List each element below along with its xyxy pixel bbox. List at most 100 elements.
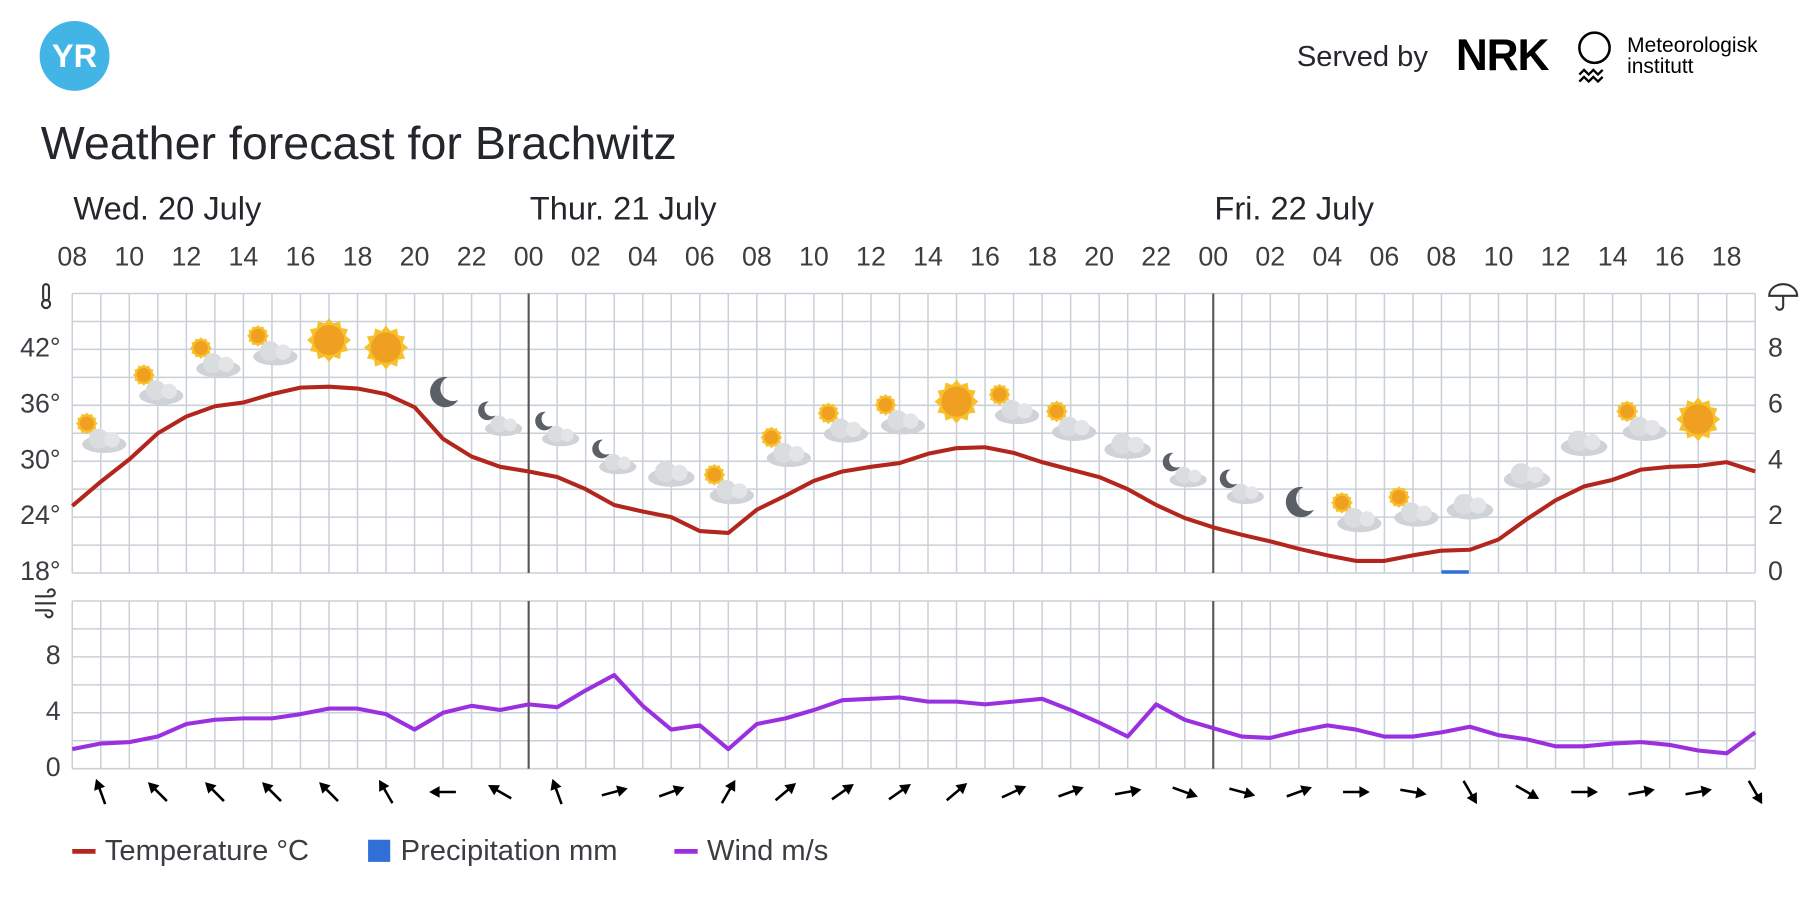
wind-arrow-head xyxy=(379,779,390,792)
legend-swatch xyxy=(368,839,391,862)
x-tick-label: 06 xyxy=(685,242,715,272)
wind-arrow xyxy=(1747,780,1763,805)
cloud xyxy=(1629,416,1650,437)
wind-arrow-head xyxy=(672,785,685,797)
page-title: Weather forecast for Brachwitz xyxy=(41,117,677,169)
wind-arrow-head xyxy=(262,782,274,794)
moon xyxy=(1162,452,1181,472)
cloud xyxy=(1245,486,1259,500)
yr-logo-text: YR xyxy=(52,37,97,74)
wind-arrow xyxy=(1628,785,1655,798)
wind-arrow-head xyxy=(1700,785,1712,798)
wind-arrow-head xyxy=(616,785,628,797)
x-tick-label: 16 xyxy=(1655,242,1685,272)
wind-arrow-head xyxy=(94,778,106,791)
x-tick-label: 18 xyxy=(1027,242,1057,272)
cloud xyxy=(1359,511,1375,527)
cloud xyxy=(275,344,291,360)
wind-arrow xyxy=(774,783,797,802)
series-line xyxy=(71,673,1757,756)
sun xyxy=(705,465,724,485)
y2-tick-label: 4 xyxy=(1768,444,1783,474)
x-tick-label: 02 xyxy=(571,242,601,272)
sun xyxy=(1389,487,1409,507)
cloud xyxy=(1127,436,1144,454)
x-tick-label: 20 xyxy=(1084,242,1114,272)
wind-arrow xyxy=(488,784,512,800)
weather-symbol xyxy=(75,412,127,454)
wind-arrow xyxy=(658,785,685,798)
x-tick-label: 20 xyxy=(400,242,430,272)
weather-symbol xyxy=(874,393,926,435)
sun xyxy=(819,403,838,423)
weather-symbol xyxy=(1330,491,1382,533)
cloud xyxy=(1111,433,1133,455)
cloud xyxy=(1469,497,1487,514)
x-tick-label: 06 xyxy=(1370,242,1400,272)
wind-arrow xyxy=(831,783,854,801)
sun xyxy=(1047,402,1066,421)
cloud xyxy=(560,428,574,442)
wind-arrow xyxy=(1114,785,1142,798)
wind-arrow xyxy=(1343,786,1370,798)
cloud xyxy=(490,415,508,433)
wind-arrow xyxy=(429,786,456,798)
x-tick-label: 08 xyxy=(57,242,87,272)
met-logo-waves xyxy=(1578,68,1604,84)
wind-arrow-head xyxy=(488,784,501,796)
wind-arrow xyxy=(1462,780,1477,805)
wind-arrow xyxy=(379,779,394,804)
x-tick-label: 14 xyxy=(1598,242,1628,272)
x-tick-label: 00 xyxy=(514,242,544,272)
wind-arrow-head xyxy=(841,783,854,795)
wind-arrow xyxy=(1286,785,1312,798)
y-tick-label: 42° xyxy=(20,332,60,362)
x-tick-label: 10 xyxy=(114,242,144,272)
weather-symbol xyxy=(306,318,351,363)
cloud xyxy=(218,356,234,373)
sun xyxy=(762,428,781,447)
cloud xyxy=(788,446,805,462)
wind-arrow xyxy=(147,782,168,802)
cloud xyxy=(259,341,280,362)
day-label: Wed. 20 July xyxy=(73,189,262,226)
cloud xyxy=(1343,507,1364,528)
weather-symbol xyxy=(1045,400,1097,441)
wind-arrow-head xyxy=(147,782,160,794)
weather-symbol xyxy=(1388,486,1439,527)
weather-symbol xyxy=(478,401,523,437)
cloud xyxy=(1453,493,1475,515)
weather-symbol xyxy=(647,461,695,487)
weather-symbol xyxy=(246,324,298,366)
cloud xyxy=(161,383,177,400)
moon xyxy=(592,439,610,459)
cloud xyxy=(716,479,737,500)
weather-symbol xyxy=(988,383,1040,425)
y2-tick-label: 2 xyxy=(1768,500,1783,530)
cloud xyxy=(1416,505,1432,522)
legend-label: Temperature °C xyxy=(105,835,309,867)
cloud xyxy=(902,413,919,429)
sun xyxy=(1332,493,1352,512)
wind-arrow-head xyxy=(725,779,736,792)
sun xyxy=(1617,402,1637,421)
cloud xyxy=(104,432,120,448)
x-tick-label: 04 xyxy=(1312,242,1342,272)
cloud xyxy=(1058,416,1079,437)
weather-symbol xyxy=(1616,400,1667,441)
weather-symbol xyxy=(817,402,869,443)
wind-arrow-head xyxy=(1415,786,1427,799)
wind-arrow-head xyxy=(1359,786,1370,798)
sun xyxy=(77,414,97,433)
wind-arrow xyxy=(1400,786,1427,799)
cloud xyxy=(654,461,676,483)
wind-arrow-head xyxy=(1186,787,1198,799)
cloud xyxy=(604,453,622,471)
x-tick-label: 12 xyxy=(171,242,201,272)
wind-arrow-head xyxy=(1466,792,1477,805)
sun xyxy=(939,384,974,420)
wind-arrow xyxy=(888,783,911,801)
x-tick-label: 18 xyxy=(1712,242,1742,272)
wind-arrow xyxy=(1685,785,1712,798)
